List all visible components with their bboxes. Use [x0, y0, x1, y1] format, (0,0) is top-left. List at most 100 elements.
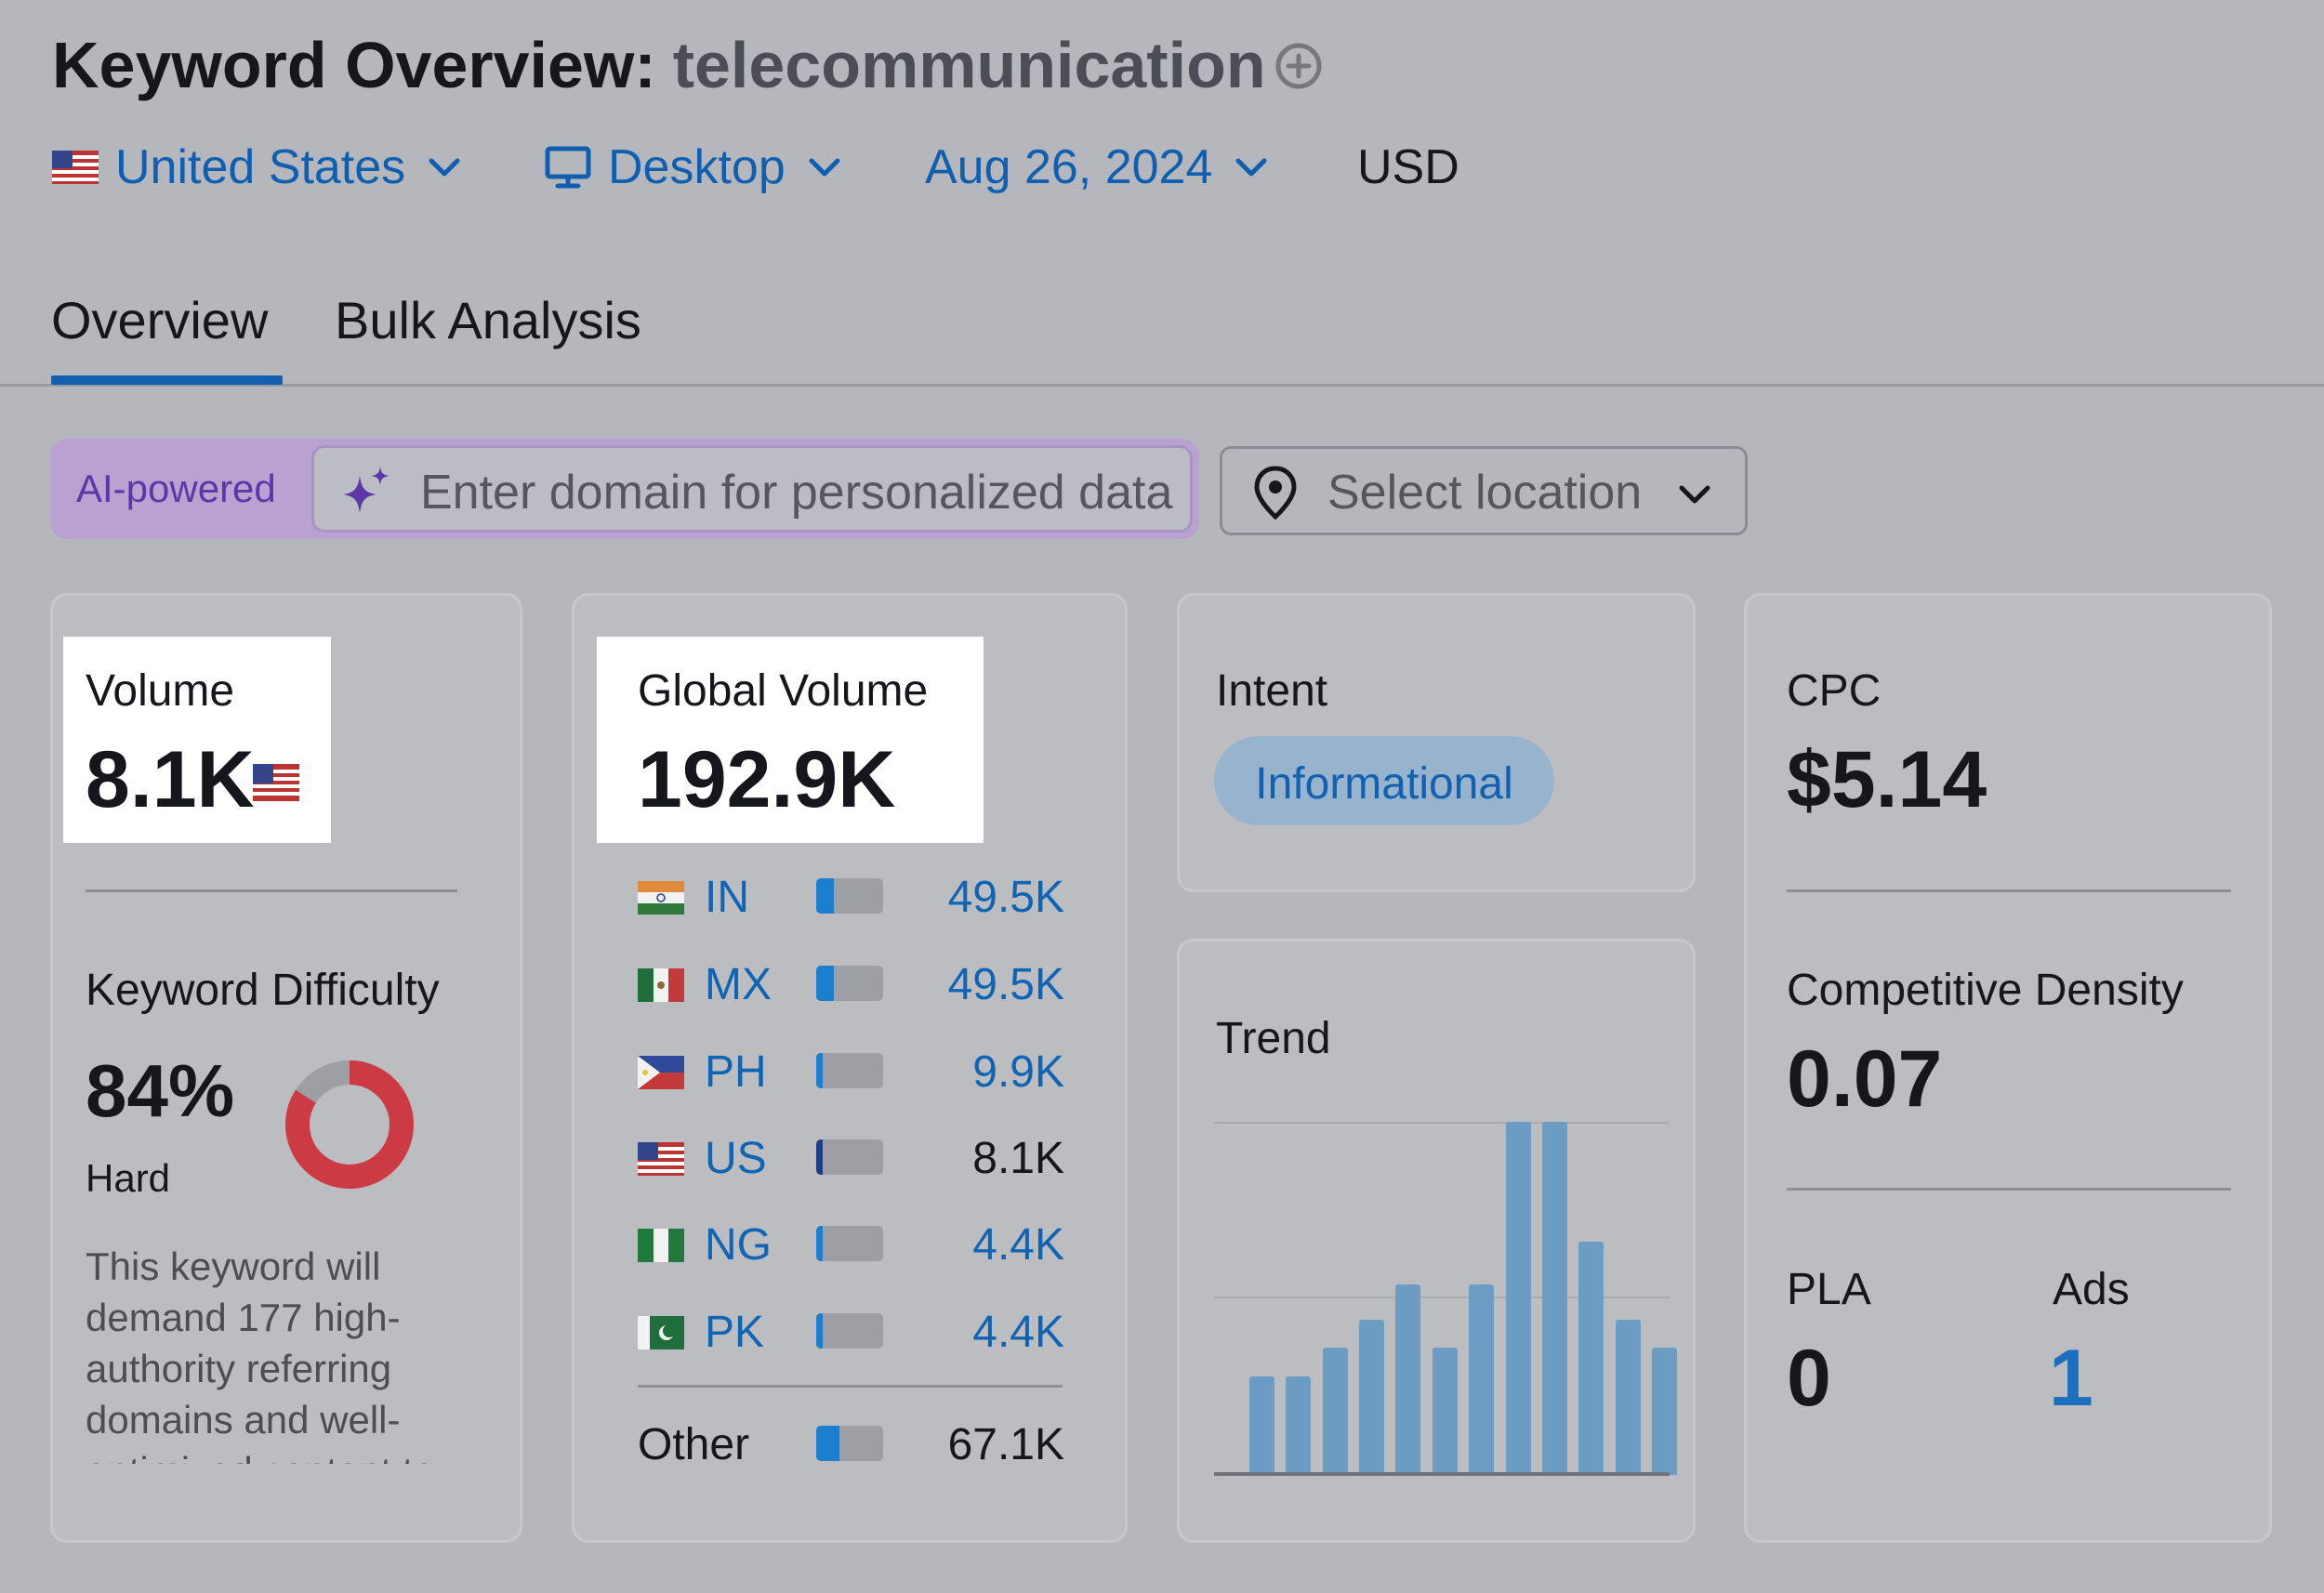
global-volume-label: Global Volume [638, 666, 929, 716]
trend-bar[interactable] [1469, 1284, 1495, 1475]
active-tab-indicator [51, 375, 283, 385]
country-volume[interactable]: 9.9K [972, 1047, 1064, 1097]
trend-bar[interactable] [1395, 1284, 1421, 1475]
intent-badge[interactable] [1214, 736, 1554, 825]
kd-arc [285, 1060, 414, 1189]
chevron-down-icon [1235, 158, 1267, 177]
country-share-fill [816, 1226, 824, 1261]
us-flag-icon [638, 1142, 684, 1176]
date-label: Aug 26, 2024 [925, 140, 1213, 194]
country-share-fill [816, 1139, 824, 1175]
other-label: Other [638, 1420, 750, 1469]
pla-value: 0 [1787, 1334, 1831, 1423]
country-code[interactable]: NG [705, 1220, 772, 1270]
trend-bar[interactable] [1249, 1376, 1274, 1475]
location-select[interactable] [1220, 446, 1748, 535]
other-share-bar [816, 1426, 883, 1461]
chevron-down-icon [429, 158, 460, 177]
plus-circle-icon[interactable] [1274, 41, 1324, 91]
competitive-density-value: 0.07 [1787, 1034, 1943, 1124]
kd-value: 84% [86, 1049, 235, 1132]
other-share-fill [816, 1426, 840, 1461]
country-code[interactable]: IN [705, 873, 749, 922]
device-label: Desktop [608, 140, 786, 194]
country-volume[interactable]: 49.5K [947, 873, 1064, 922]
us-flag-icon [52, 151, 99, 184]
date-dropdown[interactable]: Aug 26, 2024 [925, 139, 1268, 195]
domain-input[interactable] [311, 445, 1193, 533]
volume-label: Volume [86, 666, 235, 716]
country-volume[interactable]: 49.5K [947, 960, 1064, 1009]
country-code[interactable]: MX [705, 960, 772, 1009]
trend-bar[interactable] [1322, 1348, 1348, 1475]
kd-donut-chart [285, 1060, 414, 1189]
pla-label: PLA [1787, 1265, 1871, 1314]
kd-description: This keyword will demand 177 high-author… [86, 1244, 435, 1464]
volume-highlight [63, 637, 331, 843]
country-share-fill [816, 966, 834, 1001]
ads-value[interactable]: 1 [2049, 1334, 2093, 1423]
country-volume: 8.1K [972, 1134, 1064, 1183]
pakistan-flag-icon [638, 1316, 684, 1349]
trend-bar[interactable] [1286, 1376, 1312, 1475]
trend-gridline [1214, 1297, 1670, 1298]
country-dropdown[interactable]: United States [52, 139, 461, 195]
trend-gridline [1214, 1122, 1670, 1124]
tab-overview[interactable]: Overview [51, 291, 269, 349]
intent-badge-label: Informational [1255, 759, 1513, 809]
cpc-label: CPC [1787, 666, 1882, 716]
country-share-bar [816, 1226, 883, 1261]
desktop-icon [545, 146, 591, 189]
trend-bar[interactable] [1578, 1242, 1604, 1475]
page-title: Keyword Overview: telecommunication [52, 28, 1266, 102]
chevron-down-icon [1679, 485, 1710, 504]
ads-label: Ads [2053, 1265, 2130, 1314]
global-volume-value: 192.9K [638, 735, 896, 824]
country-share-fill [816, 1053, 824, 1088]
chevron-down-icon [809, 158, 840, 177]
intent-label: Intent [1216, 666, 1328, 716]
kd-level: Hard [86, 1156, 171, 1200]
divider [638, 1385, 1063, 1388]
tab-bulk-analysis[interactable]: Bulk Analysis [335, 291, 641, 349]
country-volume[interactable]: 4.4K [972, 1220, 1064, 1270]
global-volume-highlight [597, 637, 984, 843]
divider [86, 889, 457, 892]
country-share-bar [816, 1139, 883, 1175]
location-placeholder: Select location [1327, 466, 1643, 520]
trend-chart [1214, 1122, 1677, 1475]
us-flag-icon [253, 764, 299, 801]
trend-bar[interactable] [1541, 1122, 1567, 1475]
mexico-flag-icon [638, 968, 684, 1002]
sparkle-icon [343, 467, 390, 513]
trend-bar[interactable] [1505, 1122, 1531, 1475]
india-flag-icon [638, 881, 684, 915]
tabs-divider [0, 384, 2324, 387]
trend-bar[interactable] [1432, 1348, 1458, 1475]
volume-value: 8.1K [86, 735, 255, 824]
country-code[interactable]: US [705, 1134, 767, 1183]
divider [1787, 1188, 2231, 1191]
competitive-density-label: Competitive Density [1787, 966, 2184, 1015]
country-code[interactable]: PK [705, 1308, 765, 1357]
country-share-bar [816, 966, 883, 1001]
currency-label: USD [1357, 140, 1459, 194]
trend-baseline [1214, 1472, 1670, 1476]
trend-bar[interactable] [1652, 1348, 1677, 1475]
country-share-bar [816, 1053, 883, 1088]
philippines-flag-icon [638, 1056, 684, 1089]
trend-bar[interactable] [1615, 1319, 1641, 1475]
divider [1787, 889, 2231, 892]
trend-label: Trend [1216, 1014, 1331, 1063]
page-title-label: Keyword Overview: [52, 29, 656, 101]
cpc-card [1744, 593, 2272, 1543]
map-pin-icon [1254, 466, 1297, 520]
kd-label: Keyword Difficulty [86, 966, 440, 1015]
other-volume: 67.1K [947, 1420, 1064, 1469]
device-dropdown[interactable]: Desktop [545, 139, 841, 195]
trend-bar[interactable] [1359, 1319, 1385, 1475]
country-volume[interactable]: 4.4K [972, 1308, 1064, 1357]
domain-input-placeholder: Enter domain for personalized data [420, 466, 1173, 520]
country-code[interactable]: PH [705, 1047, 767, 1097]
country-share-bar [816, 1313, 883, 1349]
